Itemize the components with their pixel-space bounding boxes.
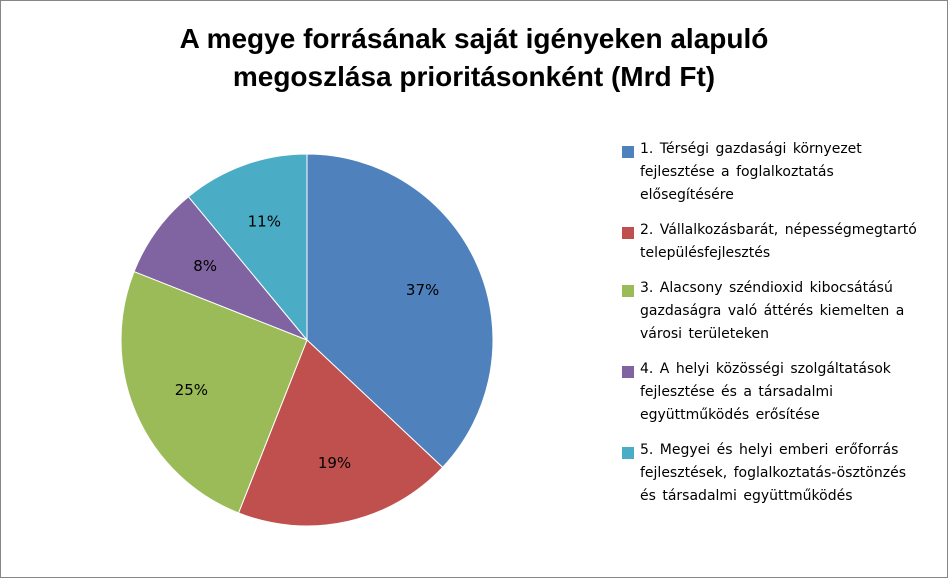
pie-slice-3 <box>120 270 308 514</box>
legend-entry-2: 2. Vállalkozásbarát, népességmegtartó te… <box>622 219 927 265</box>
legend-swatch-2 <box>622 227 634 239</box>
pie-slices <box>120 153 494 527</box>
legend-swatch-4 <box>622 366 634 378</box>
chart-title-line-1: A megye forrásának saját igényeken alapu… <box>179 23 769 54</box>
pie-data-labels: 37% 19% 25% 8% 11% <box>175 212 440 472</box>
pie-slice-4 <box>133 195 308 341</box>
legend-label-3: 3. Alacsony széndioxid kibocsátású gazda… <box>640 280 905 342</box>
pie-slice-5 <box>187 153 308 342</box>
chart-title: A megye forrásának saját igényeken alapu… <box>0 20 948 96</box>
legend: 1. Térségi gazdasági környezet fejleszté… <box>622 138 927 520</box>
legend-label-2: 2. Vállalkozásbarát, népességmegtartó te… <box>640 222 917 261</box>
legend-label-4: 4. A helyi közösségi szolgáltatások fejl… <box>640 361 891 423</box>
legend-entry-1: 1. Térségi gazdasági környezet fejleszté… <box>622 138 927 207</box>
pie-data-label-3: 25% <box>175 381 208 399</box>
pie-data-label-5: 11% <box>248 212 281 230</box>
legend-entry-3: 3. Alacsony széndioxid kibocsátású gazda… <box>622 277 927 346</box>
legend-label-5: 5. Megyei és helyi emberi erőforrás fejl… <box>640 442 906 504</box>
pie-slice-1 <box>306 153 494 469</box>
legend-swatch-5 <box>622 447 634 459</box>
pie-data-label-1: 37% <box>406 281 439 299</box>
pie-slice-2 <box>237 339 444 527</box>
pie-data-label-4: 8% <box>193 257 217 275</box>
legend-label-1: 1. Térségi gazdasági környezet fejleszté… <box>640 141 862 203</box>
legend-swatch-3 <box>622 285 634 297</box>
legend-entry-5: 5. Megyei és helyi emberi erőforrás fejl… <box>622 439 927 508</box>
legend-entry-4: 4. A helyi közösségi szolgáltatások fejl… <box>622 358 927 427</box>
legend-swatch-1 <box>622 146 634 158</box>
pie-data-label-2: 19% <box>318 454 351 472</box>
chart-title-line-2: megoszlása prioritásonként (Mrd Ft) <box>232 61 716 92</box>
